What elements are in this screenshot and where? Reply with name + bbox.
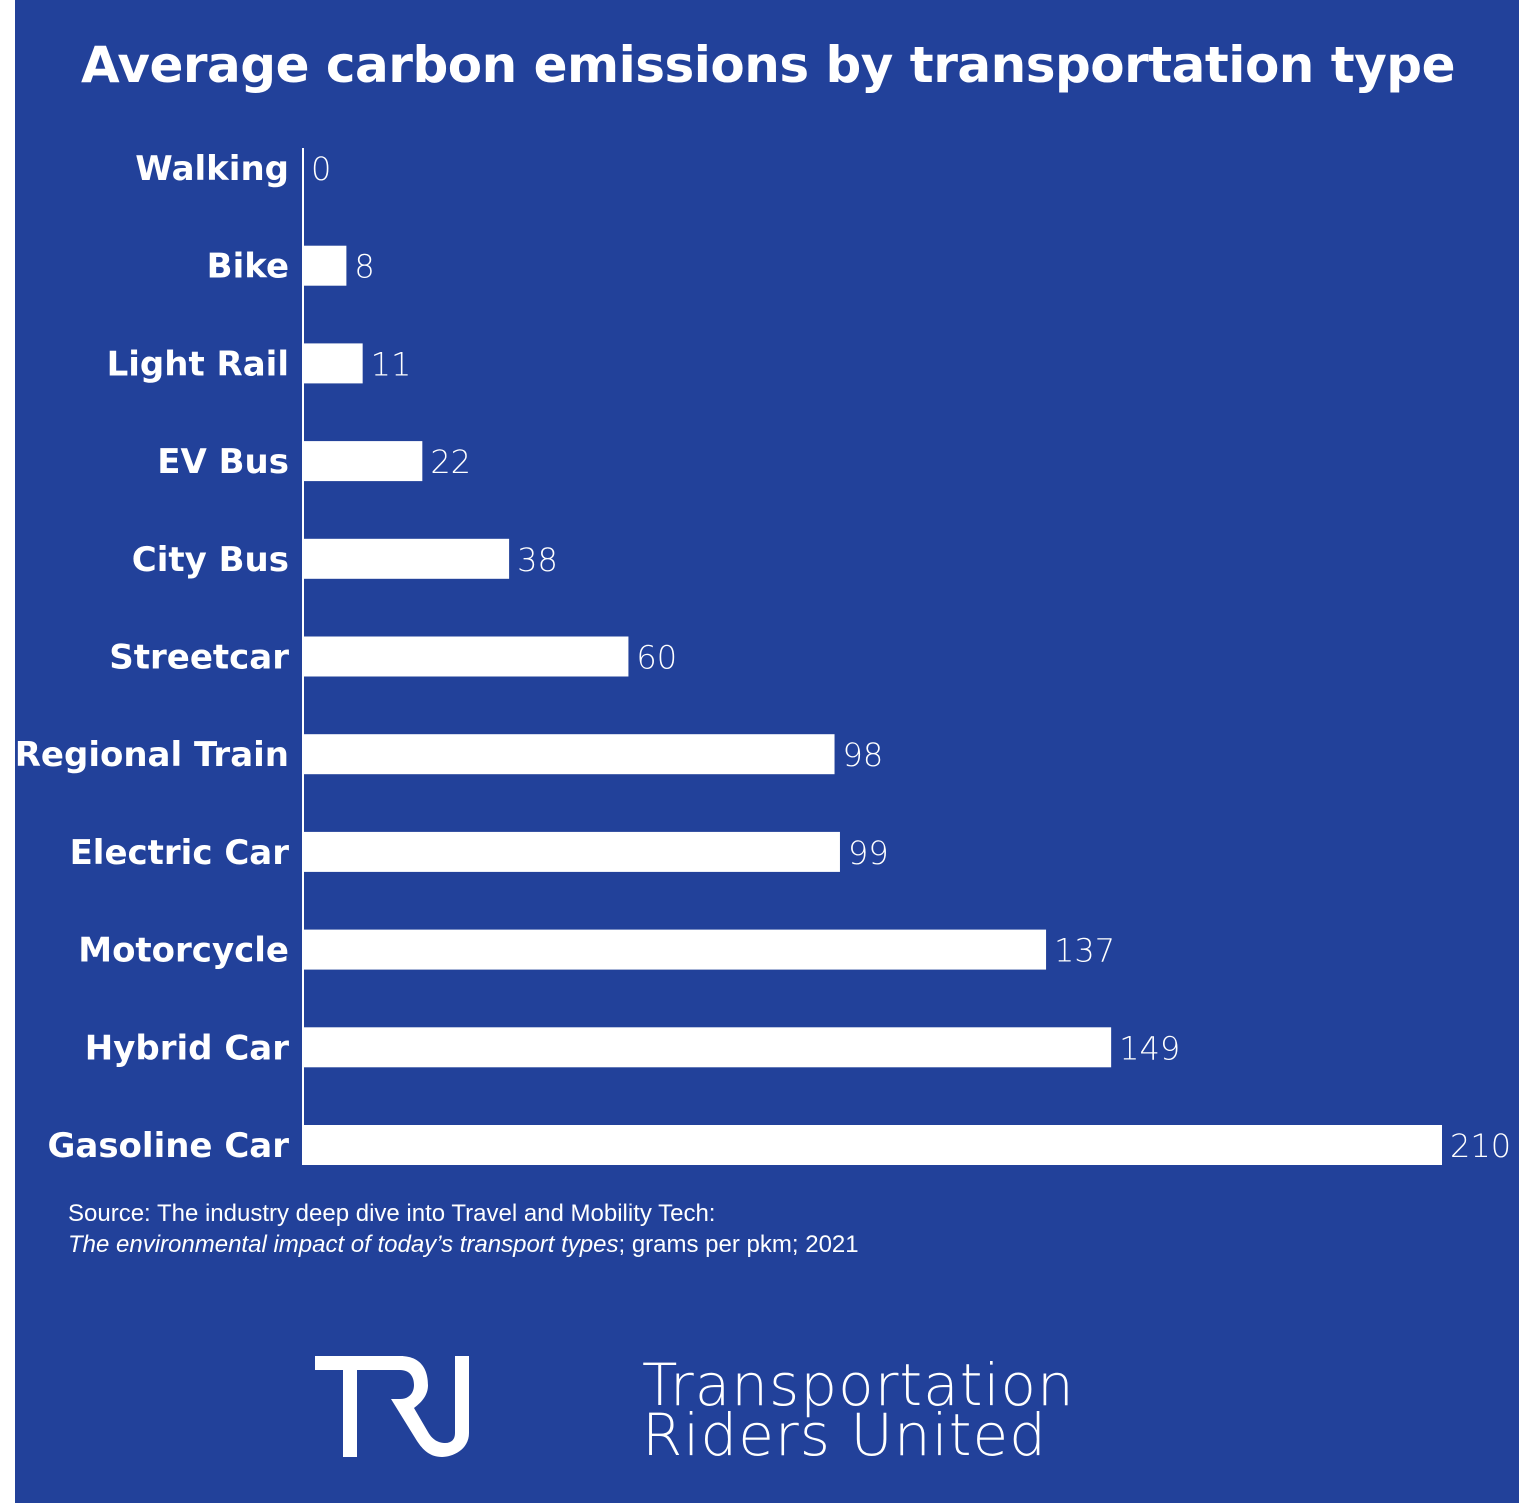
category-label: Bike xyxy=(207,247,289,287)
chart-title: Average carbon emissions by transportati… xyxy=(80,36,1456,94)
data-label: 0 xyxy=(311,150,331,188)
category-label: Streetcar xyxy=(109,638,289,678)
source-line-1: Source: The industry deep dive into Trav… xyxy=(68,1200,716,1227)
data-label: 99 xyxy=(848,834,889,872)
bar xyxy=(303,734,835,775)
bar xyxy=(303,831,840,872)
bar-chart: Walking 0 Bike 8 Light Rail 11 EV Bus 22 City Bu… xyxy=(15,148,1511,1166)
data-label: 60 xyxy=(636,639,677,677)
data-label: 98 xyxy=(843,736,884,774)
category-label: EV Bus xyxy=(157,442,289,482)
category-label: Gasoline Car xyxy=(47,1126,289,1166)
data-label: 22 xyxy=(430,443,471,481)
bar xyxy=(303,1125,1442,1165)
category-label: Motorcycle xyxy=(78,931,289,971)
category-label: Walking xyxy=(135,149,289,189)
data-label: 137 xyxy=(1054,932,1115,970)
source-publication: The environmental impact of today’s tran… xyxy=(68,1231,619,1258)
category-label: Light Rail xyxy=(107,344,289,384)
data-label: 149 xyxy=(1119,1029,1180,1067)
bar xyxy=(303,538,510,579)
bar xyxy=(303,1027,1112,1068)
bar xyxy=(303,929,1047,970)
logo-text-line-2: Riders United xyxy=(642,1401,1047,1469)
bar xyxy=(303,441,423,482)
data-label: 11 xyxy=(371,345,412,383)
logo-text-line-1: Transportation xyxy=(642,1351,1075,1419)
category-label: Regional Train xyxy=(15,735,289,775)
bar xyxy=(303,245,347,286)
bar xyxy=(303,343,363,384)
source-details: ; grams per pkm; 2021 xyxy=(618,1231,859,1258)
data-label: 38 xyxy=(517,541,558,579)
data-label: 210 xyxy=(1450,1127,1511,1165)
category-label: Electric Car xyxy=(70,833,290,873)
category-label: City Bus xyxy=(132,540,289,580)
bar xyxy=(303,636,629,677)
category-label: Hybrid Car xyxy=(85,1028,289,1068)
source-line-2: The environmental impact of today’s tran… xyxy=(68,1231,859,1259)
data-label: 8 xyxy=(354,248,374,286)
